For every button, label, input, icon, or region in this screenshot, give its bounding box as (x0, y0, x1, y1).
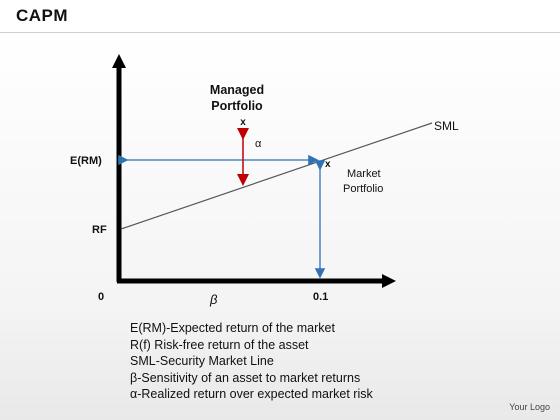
y-axis-arrow (112, 54, 126, 68)
legend-item-sml: SML-Security Market Line (130, 354, 274, 368)
beta-one-label: 0.1 (313, 291, 328, 303)
sml-label: SML (434, 119, 459, 133)
legend-item-beta: β-Sensitivity of an asset to market retu… (130, 370, 361, 385)
x-axis-arrow (382, 274, 396, 288)
page-title: CAPM (16, 6, 69, 25)
managed-portfolio-label-2: Portfolio (211, 99, 263, 113)
legend-item-alpha: α-Realized return over expected market r… (130, 387, 373, 401)
alpha-label: α (255, 138, 262, 150)
managed-portfolio-marker: x (240, 117, 246, 128)
sml-line (120, 122, 433, 230)
logo-text: Your Logo (509, 402, 550, 412)
legend: E(RM)-Expected return of the market R(f)… (130, 320, 373, 403)
managed-portfolio-label-1: Managed (210, 83, 264, 97)
market-portfolio-label-1: Market (347, 168, 381, 180)
title-bar: CAPM (0, 0, 560, 30)
erm-label: E(RM) (70, 155, 102, 167)
beta-label: β (209, 292, 218, 307)
market-portfolio-marker: x (325, 159, 331, 170)
legend-item-erm: E(RM)-Expected return of the market (130, 321, 335, 335)
origin-label: 0 (98, 291, 104, 303)
market-portfolio-label-2: Portfolio (343, 183, 383, 195)
rf-label: RF (92, 224, 107, 236)
legend-item-rf: R(f) Risk-free return of the asset (130, 337, 309, 352)
title-divider (0, 32, 560, 33)
diagram-panel (0, 33, 560, 420)
